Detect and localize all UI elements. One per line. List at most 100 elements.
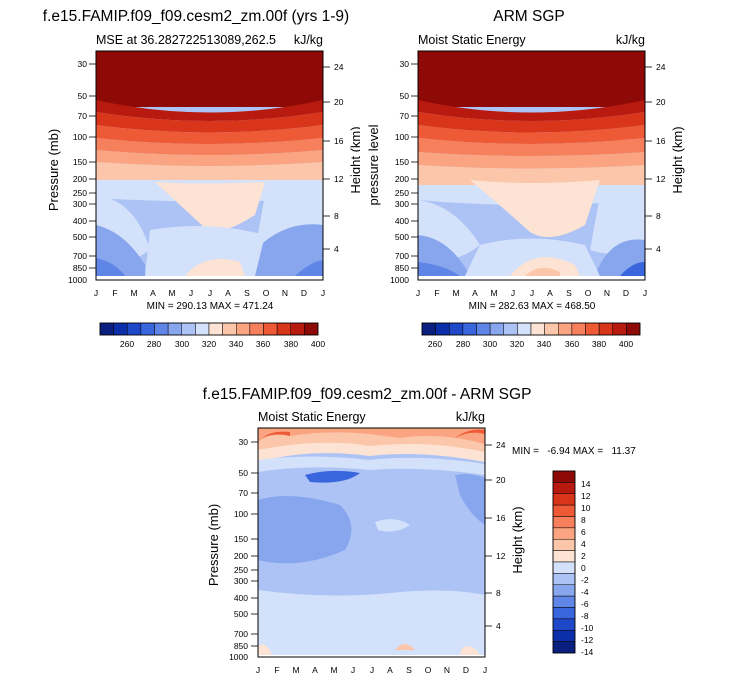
colorbar-swatch: [421, 322, 436, 336]
colorbar-swatch: [552, 618, 576, 631]
x-tick-label: J: [94, 288, 98, 298]
min-max-label: MIN = 290.13 MAX = 471.24: [147, 301, 274, 312]
y-tick-label: 100: [234, 509, 248, 519]
y-tick-label: 100: [395, 132, 409, 142]
x-tick-label: A: [312, 665, 318, 675]
height-tick-label: 16: [496, 513, 506, 523]
x-tick-label: J: [351, 665, 355, 675]
height-tick-labels: 24 20 16 12 8 4: [496, 440, 506, 631]
y-tick-label: 850: [73, 263, 87, 273]
colorbar-swatch: [140, 322, 155, 336]
y-tick-labels: 30 50 70 100 150 200 250 300 400 500 700…: [390, 59, 409, 285]
y-axis-label: pressure level: [366, 124, 381, 205]
x-tick-label: N: [444, 665, 450, 675]
y-tick-label: 150: [234, 534, 248, 544]
colorbar-swatch: [598, 322, 613, 336]
y-ticks-left: [89, 63, 96, 269]
y-tick-label: 700: [73, 251, 87, 261]
x-tick-label: F: [434, 288, 439, 298]
colorbar-swatch: [127, 322, 142, 336]
y-tick-label: 300: [73, 199, 87, 209]
colorbar-label: 320: [510, 339, 524, 349]
height-tick-label: 16: [656, 136, 666, 146]
colorbar-label: 400: [619, 339, 633, 349]
contour-field: [258, 428, 485, 657]
colorbar-swatch: [222, 322, 237, 336]
colorbar-swatch: [154, 322, 169, 336]
y-tick-label: 1000: [229, 652, 248, 662]
colorbar-label: 300: [483, 339, 497, 349]
height-tick-labels: 24 20 16 12 8 4: [334, 62, 344, 254]
min-max-label: MIN = -6.94 MAX = 11.37: [512, 446, 636, 457]
y-tick-label: 300: [234, 576, 248, 586]
y-tick-label: 250: [395, 188, 409, 198]
colorbar-swatch: [626, 322, 641, 336]
colorbar-swatch: [552, 630, 576, 642]
colorbar-label: 400: [311, 339, 325, 349]
colorbar-swatch: [571, 322, 586, 336]
y-tick-label: 50: [239, 468, 249, 478]
colorbar-swatch: [552, 561, 576, 574]
colorbar-label: -4: [581, 587, 589, 597]
colorbar-swatch: [552, 607, 576, 620]
y-tick-label: 50: [78, 91, 88, 101]
x-tick-label: N: [604, 288, 610, 298]
colorbar-swatch: [552, 550, 576, 563]
colorbar-swatch: [503, 322, 518, 336]
colorbar: [421, 322, 641, 336]
colorbar-swatch: [585, 322, 600, 336]
y-tick-label: 50: [400, 91, 410, 101]
colorbar-swatch: [435, 322, 450, 336]
x-tick-label: J: [256, 665, 260, 675]
x-tick-label: A: [547, 288, 553, 298]
x-tick-label: S: [566, 288, 572, 298]
height-tick-label: 12: [334, 174, 344, 184]
colorbar-label: 280: [456, 339, 470, 349]
y-ticks-left: [251, 441, 258, 647]
height-tick-label: 4: [334, 244, 339, 254]
y-ticks-right: [323, 66, 330, 250]
panel-title: f.e15.FAMIP.f09_f09.cesm2_zm.00f - ARM S…: [203, 386, 532, 403]
y-axis-label-right: Height (km): [670, 126, 685, 193]
colorbar-swatch: [517, 322, 532, 336]
colorbar-swatch: [276, 322, 291, 336]
panel-observed: ARM SGP Moist Static Energy kJ/kg pressu…: [366, 8, 685, 349]
colorbar-label: 260: [120, 339, 134, 349]
y-tick-label: 250: [73, 188, 87, 198]
height-tick-label: 8: [496, 588, 501, 598]
colorbar-swatch: [552, 641, 576, 654]
height-tick-label: 12: [496, 551, 506, 561]
colorbar-label: 300: [175, 339, 189, 349]
plot-frame: [257, 427, 486, 658]
x-tick-label: D: [623, 288, 629, 298]
y-axis-label-right: Height (km): [348, 126, 360, 193]
colorbar-label: 4: [581, 539, 586, 549]
x-tick-label: F: [274, 665, 279, 675]
colorbar-swatch: [552, 482, 576, 494]
x-tick-label: M: [490, 288, 497, 298]
panel-subtitle-left: MSE at 36.282722513089,262.5: [96, 33, 276, 47]
height-tick-labels: 24 20 16 12 8 4: [656, 62, 666, 254]
y-tick-label: 30: [78, 59, 88, 69]
x-tick-label: A: [472, 288, 478, 298]
x-tick-label: N: [282, 288, 288, 298]
colorbar-label: 340: [537, 339, 551, 349]
y-tick-labels: 30 50 70 100 150 200 250 300 400 500 700…: [229, 437, 248, 662]
colorbar-swatch: [290, 322, 305, 336]
y-tick-label: 300: [395, 199, 409, 209]
x-tick-labels: J F M A M J J A S O N D J: [416, 288, 647, 298]
y-tick-label: 150: [73, 157, 87, 167]
colorbar-label: 8: [581, 515, 586, 525]
colorbar-swatch: [552, 595, 576, 608]
colorbar-label: -2: [581, 575, 589, 585]
colorbar-swatch: [552, 539, 576, 551]
colorbar-swatch: [249, 322, 264, 336]
panel-subtitle-right: kJ/kg: [616, 33, 645, 47]
colorbar-swatch: [304, 322, 319, 336]
x-tick-label: M: [168, 288, 175, 298]
x-tick-labels: J F M A M J J A S O N D J: [256, 665, 487, 675]
colorbar-swatch: [167, 322, 182, 336]
y-tick-label: 200: [73, 174, 87, 184]
y-axis-label: Pressure (mb): [206, 504, 221, 586]
height-tick-label: 4: [656, 244, 661, 254]
